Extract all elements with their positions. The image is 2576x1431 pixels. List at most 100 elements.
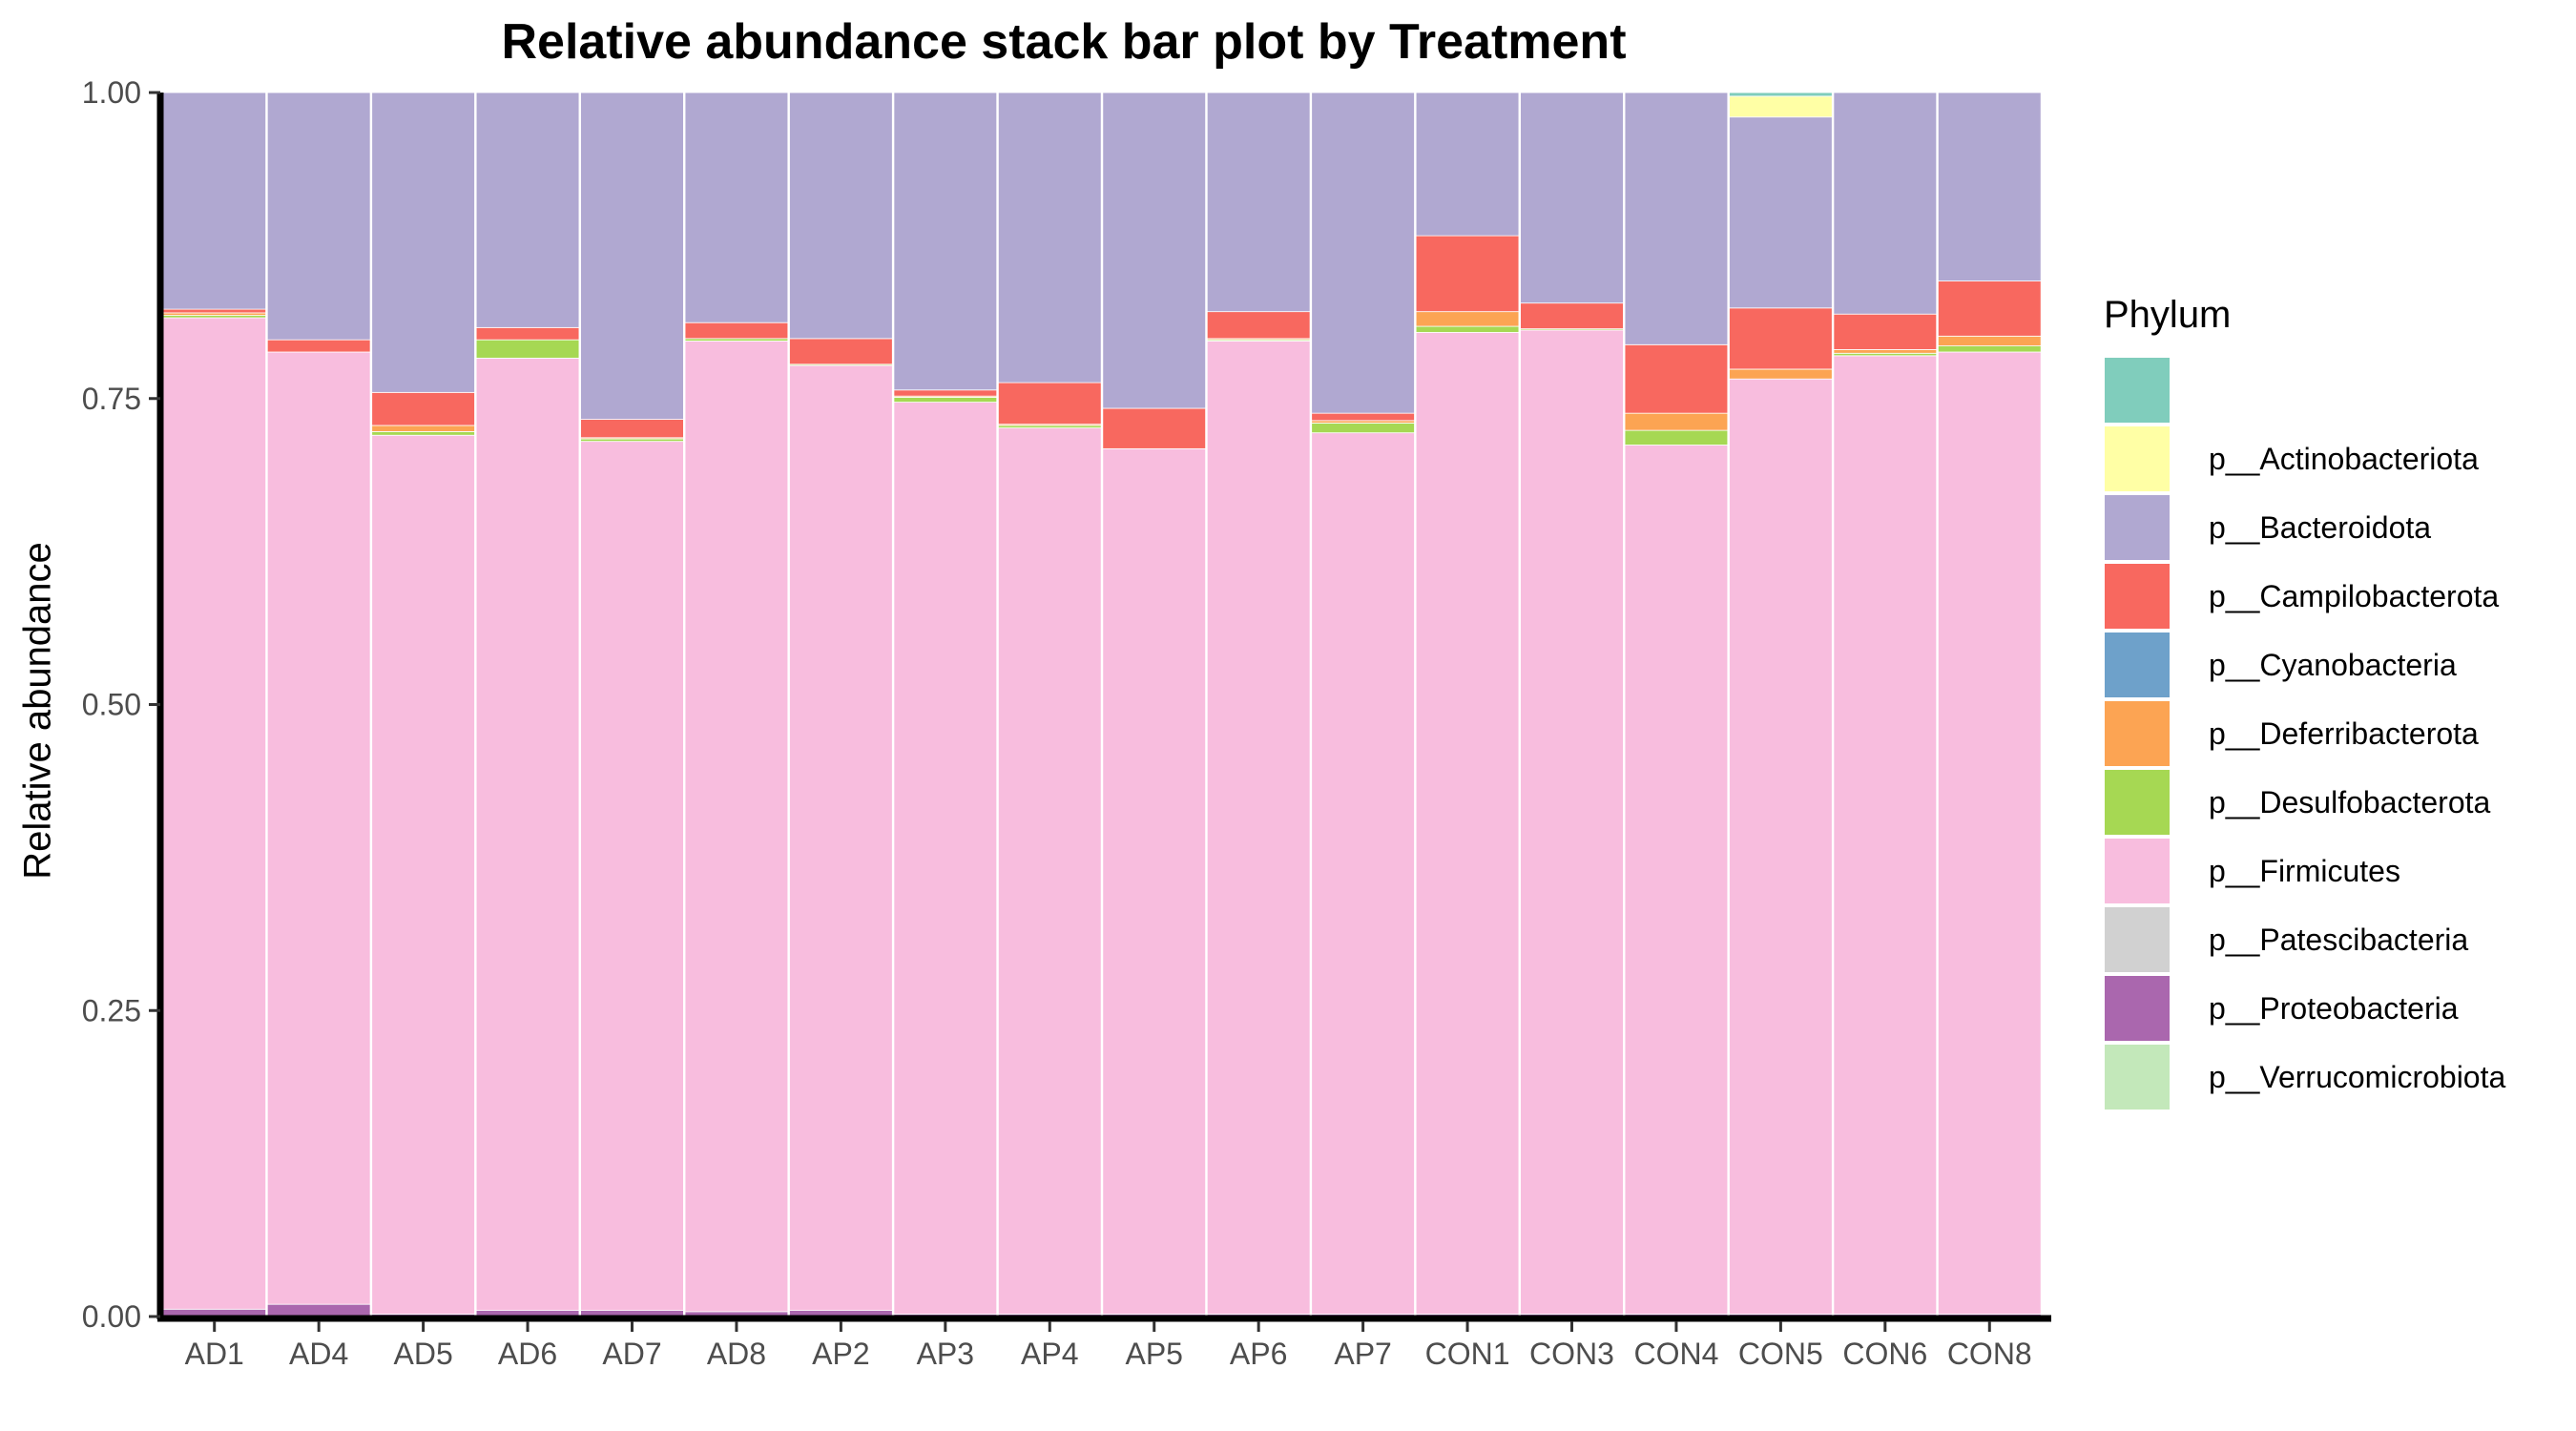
bar-segment <box>475 358 580 1311</box>
bar-segment <box>475 326 580 341</box>
bar-segment <box>893 389 998 397</box>
legend-swatch <box>2104 1044 2171 1110</box>
legend-item: p__Actinobacteriota <box>2104 425 2505 493</box>
bar-segment <box>266 92 371 341</box>
bar-segment <box>1624 343 1729 414</box>
bar-segment <box>1729 92 1833 97</box>
bar-segment <box>1624 92 1729 345</box>
legend-swatch <box>2104 425 2171 492</box>
bar-segment <box>1937 345 2042 353</box>
bar-segment <box>1206 92 1311 313</box>
legend-item: p__Firmicutes <box>2104 837 2505 905</box>
bar-segment <box>1102 92 1207 409</box>
x-tick-label: AD5 <box>393 1337 452 1371</box>
y-tick-label: 0.25 <box>82 993 141 1027</box>
y-tick-label: 0.50 <box>82 688 141 722</box>
bar-segment <box>1937 351 2042 1315</box>
bar-segment <box>475 92 580 328</box>
bar-segment <box>997 427 1102 1315</box>
legend-swatch <box>2104 357 2171 424</box>
x-tick-label: CON5 <box>1738 1337 1823 1371</box>
bar-segment <box>1624 412 1729 431</box>
x-tick-label: AP4 <box>1021 1337 1078 1371</box>
bar-segment <box>1729 95 1833 118</box>
legend-label: p__Bacteroidota <box>2209 509 2432 545</box>
bar-segment <box>371 430 475 436</box>
bar-segment <box>789 338 893 365</box>
legend-label: p__Firmicutes <box>2209 853 2400 888</box>
x-tick-label: AD1 <box>185 1337 244 1371</box>
bar-segment <box>997 382 1102 425</box>
x-tick-label: AD4 <box>289 1337 348 1371</box>
legend-item: p__Cyanobacteria <box>2104 631 2505 699</box>
legend-swatch <box>2104 906 2171 973</box>
bar-segment <box>1833 92 1938 315</box>
legend-label: p__Deferribacterota <box>2209 716 2479 751</box>
bar-segment <box>789 364 893 1311</box>
bar-segment <box>684 341 789 1313</box>
legend-item: p__Verrucomicrobiota <box>2104 1043 2505 1111</box>
legend: Phylum p__Actinobacteriota p__Bacteroidot… <box>2104 294 2505 1111</box>
bar-segment <box>1520 302 1624 330</box>
legend-item <box>2104 356 2505 425</box>
bar-segment <box>1729 378 1833 1315</box>
x-tick-label: CON8 <box>1947 1337 2032 1371</box>
bar-segment <box>1833 349 1938 354</box>
legend-item: p__Bacteroidota <box>2104 493 2505 562</box>
legend-label: p__Proteobacteria <box>2209 990 2459 1026</box>
x-tick-label: AP5 <box>1125 1337 1182 1371</box>
legend-label: p__Desulfobacterota <box>2209 784 2491 819</box>
bar-segment <box>1729 307 1833 370</box>
legend-swatch <box>2104 632 2171 698</box>
bar-segment <box>1624 429 1729 446</box>
bar-segment <box>1311 412 1415 422</box>
legend-label: p__Campilobacterota <box>2209 578 2500 613</box>
legend-swatch <box>2104 975 2171 1042</box>
bar-segment <box>997 92 1102 384</box>
legend-swatch <box>2104 769 2171 836</box>
legend-item: p__Proteobacteria <box>2104 974 2505 1043</box>
x-tick-label: CON4 <box>1633 1337 1718 1371</box>
legend-swatch <box>2104 494 2171 561</box>
bar-segment <box>371 391 475 426</box>
bar-segment <box>1937 280 2042 337</box>
bar-segment <box>789 92 893 340</box>
x-tick-label: AP2 <box>812 1337 869 1371</box>
x-tick-label: AP7 <box>1334 1337 1391 1371</box>
legend-label: p__Cyanobacteria <box>2209 647 2457 682</box>
x-tick-label: AP3 <box>917 1337 974 1371</box>
legend-label: p__Patescibacteria <box>2209 922 2469 957</box>
bar-segment <box>1415 325 1520 333</box>
bar-segment <box>580 419 684 439</box>
x-tick-label: AD8 <box>707 1337 766 1371</box>
bar-segment <box>266 339 371 353</box>
bar-segment <box>893 402 998 1315</box>
bar-segment <box>162 308 267 314</box>
bar-segment <box>266 1303 371 1317</box>
bar-segment <box>1729 116 1833 309</box>
bar-segment <box>1729 368 1833 380</box>
legend-swatch <box>2104 838 2171 904</box>
bar-segment <box>1311 432 1415 1315</box>
bar-segment <box>684 92 789 323</box>
legend-item: p__Campilobacterota <box>2104 562 2505 631</box>
bar-segment <box>1520 92 1624 304</box>
legend-swatch <box>2104 563 2171 630</box>
legend-item: p__Deferribacterota <box>2104 699 2505 768</box>
bar-segment <box>1311 423 1415 434</box>
bar-segment <box>1520 329 1624 1315</box>
legend-title: Phylum <box>2104 294 2232 336</box>
legend-label: p__Verrucomicrobiota <box>2209 1059 2506 1094</box>
bar-segment <box>1415 235 1520 313</box>
bar-segment <box>1937 335 2042 346</box>
bar-segment <box>1415 92 1520 237</box>
legend-swatch <box>2104 700 2171 767</box>
bar-segment <box>475 339 580 359</box>
bar-segment <box>1415 332 1520 1315</box>
bar-segment <box>1206 311 1311 340</box>
bar-segment <box>1311 92 1415 414</box>
legend-items: p__Actinobacteriota p__Bacteroidota p__Cam… <box>2104 356 2505 1111</box>
bar-segment <box>580 441 684 1311</box>
y-tick-label: 0.75 <box>82 382 141 416</box>
